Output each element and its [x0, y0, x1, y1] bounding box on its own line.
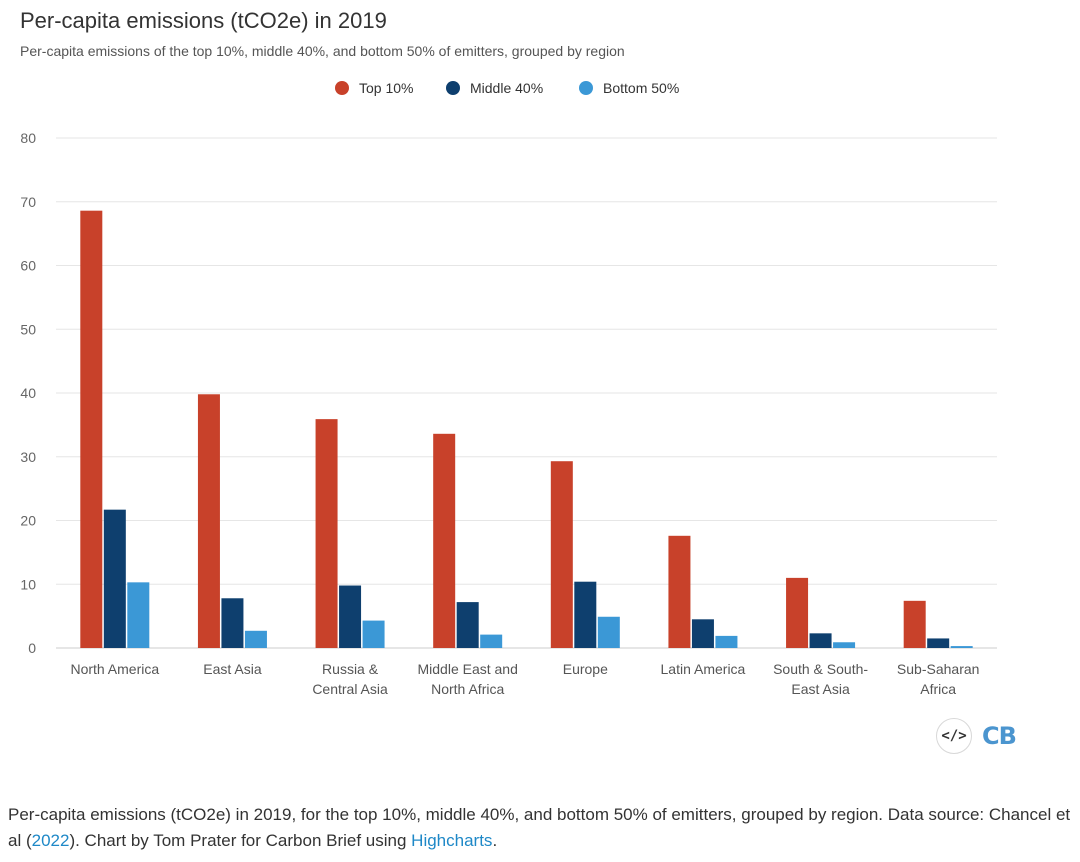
x-category-label-line: Central Asia: [312, 681, 388, 697]
x-category-label-line: Europe: [563, 661, 608, 677]
legend-label-bottom-50: Bottom 50%: [603, 80, 680, 96]
x-category-label: Russia & Central Asia: [312, 661, 388, 697]
legend-item-middle-40[interactable]: Middle 40%: [446, 80, 543, 96]
bar: [597, 616, 620, 648]
bars: [80, 210, 973, 649]
carbon-brief-logo[interactable]: CB: [982, 722, 1017, 750]
bar: [433, 433, 456, 648]
bar: [550, 461, 573, 648]
bar: [315, 419, 338, 648]
y-tick-label: 20: [20, 513, 36, 529]
y-tick-label: 10: [20, 576, 36, 592]
y-axis-ticks: 0 10 20 30 40 50 60 70 80: [20, 130, 36, 656]
bar: [197, 394, 220, 648]
figure-caption: Per-capita emissions (tCO2e) in 2019, fo…: [8, 802, 1076, 854]
x-axis-categories: North America East Asia Russia & Central As…: [70, 661, 979, 697]
bar: [456, 602, 479, 648]
bar: [715, 635, 738, 648]
y-tick-label: 50: [20, 321, 36, 337]
bar: [786, 577, 809, 648]
x-category-label-line: Africa: [920, 681, 956, 697]
y-tick-label: 40: [20, 385, 36, 401]
x-category-label: Middle East and North Africa: [417, 661, 517, 697]
caption-link-highcharts[interactable]: Highcharts: [411, 831, 493, 850]
caption-text-3: .: [492, 831, 498, 850]
legend-item-bottom-50[interactable]: Bottom 50%: [579, 80, 679, 96]
footer-logos: </> CB: [936, 718, 1017, 754]
x-category-label-line: Middle East and: [417, 661, 517, 677]
chart-legend: Top 10% Middle 40% Bottom 50%: [0, 80, 1080, 102]
x-category-label: South & South- East Asia: [773, 661, 868, 697]
legend-marker-top-10: [335, 81, 349, 95]
caption-link-year[interactable]: 2022: [31, 831, 70, 850]
legend-marker-bottom-50: [579, 81, 593, 95]
legend-item-top-10[interactable]: Top 10%: [335, 80, 413, 96]
bar: [903, 600, 926, 648]
bar: [80, 210, 103, 649]
x-category-label-line: North Africa: [431, 681, 504, 697]
x-category-label: North America: [70, 661, 159, 677]
bar: [927, 638, 950, 648]
chart-subtitle: Per-capita emissions of the top 10%, mid…: [20, 43, 625, 59]
x-category-label-line: South & South-: [773, 661, 868, 677]
legend-marker-middle-40: [446, 81, 460, 95]
bar: [833, 642, 856, 648]
legend-label-top-10: Top 10%: [359, 80, 414, 96]
x-category-label: East Asia: [203, 661, 262, 677]
y-tick-label: 80: [20, 130, 36, 146]
bar: [127, 582, 150, 648]
x-category-label: Latin America: [661, 661, 746, 677]
x-category-label-line: North America: [70, 661, 159, 677]
bar: [691, 619, 714, 648]
x-category-label-line: East Asia: [791, 681, 850, 697]
bar: [809, 633, 832, 648]
bar: [244, 630, 267, 648]
bar: [221, 598, 244, 648]
x-category-label: Europe: [563, 661, 608, 677]
x-category-label-line: East Asia: [203, 661, 262, 677]
bar: [103, 509, 126, 648]
y-tick-label: 70: [20, 194, 36, 210]
bar: [574, 581, 597, 648]
caption-text-1: Per-capita emissions (tCO2e) in 2019, fo…: [8, 805, 1071, 850]
x-category-label-line: Latin America: [661, 661, 746, 677]
bar: [339, 585, 362, 648]
legend-label-middle-40: Middle 40%: [470, 80, 544, 96]
x-category-label-line: Russia &: [322, 661, 379, 677]
caption-text-2: ). Chart by Tom Prater for Carbon Brief …: [69, 831, 412, 850]
bar: [480, 634, 503, 648]
chart-title: Per-capita emissions (tCO2e) in 2019: [20, 8, 387, 33]
x-category-label-line: Sub-Saharan: [897, 661, 980, 677]
y-tick-label: 0: [28, 640, 36, 656]
x-category-label: Sub-Saharan Africa: [897, 661, 980, 697]
bar-chart: 0 10 20 30 40 50 60 70 80 North America East Asia…: [20, 130, 997, 697]
bar: [668, 535, 691, 648]
bar: [362, 620, 385, 648]
bar: [950, 646, 973, 648]
embed-code-icon[interactable]: </>: [936, 718, 972, 754]
gridlines: [56, 137, 997, 649]
y-tick-label: 60: [20, 258, 36, 274]
y-tick-label: 30: [20, 449, 36, 465]
